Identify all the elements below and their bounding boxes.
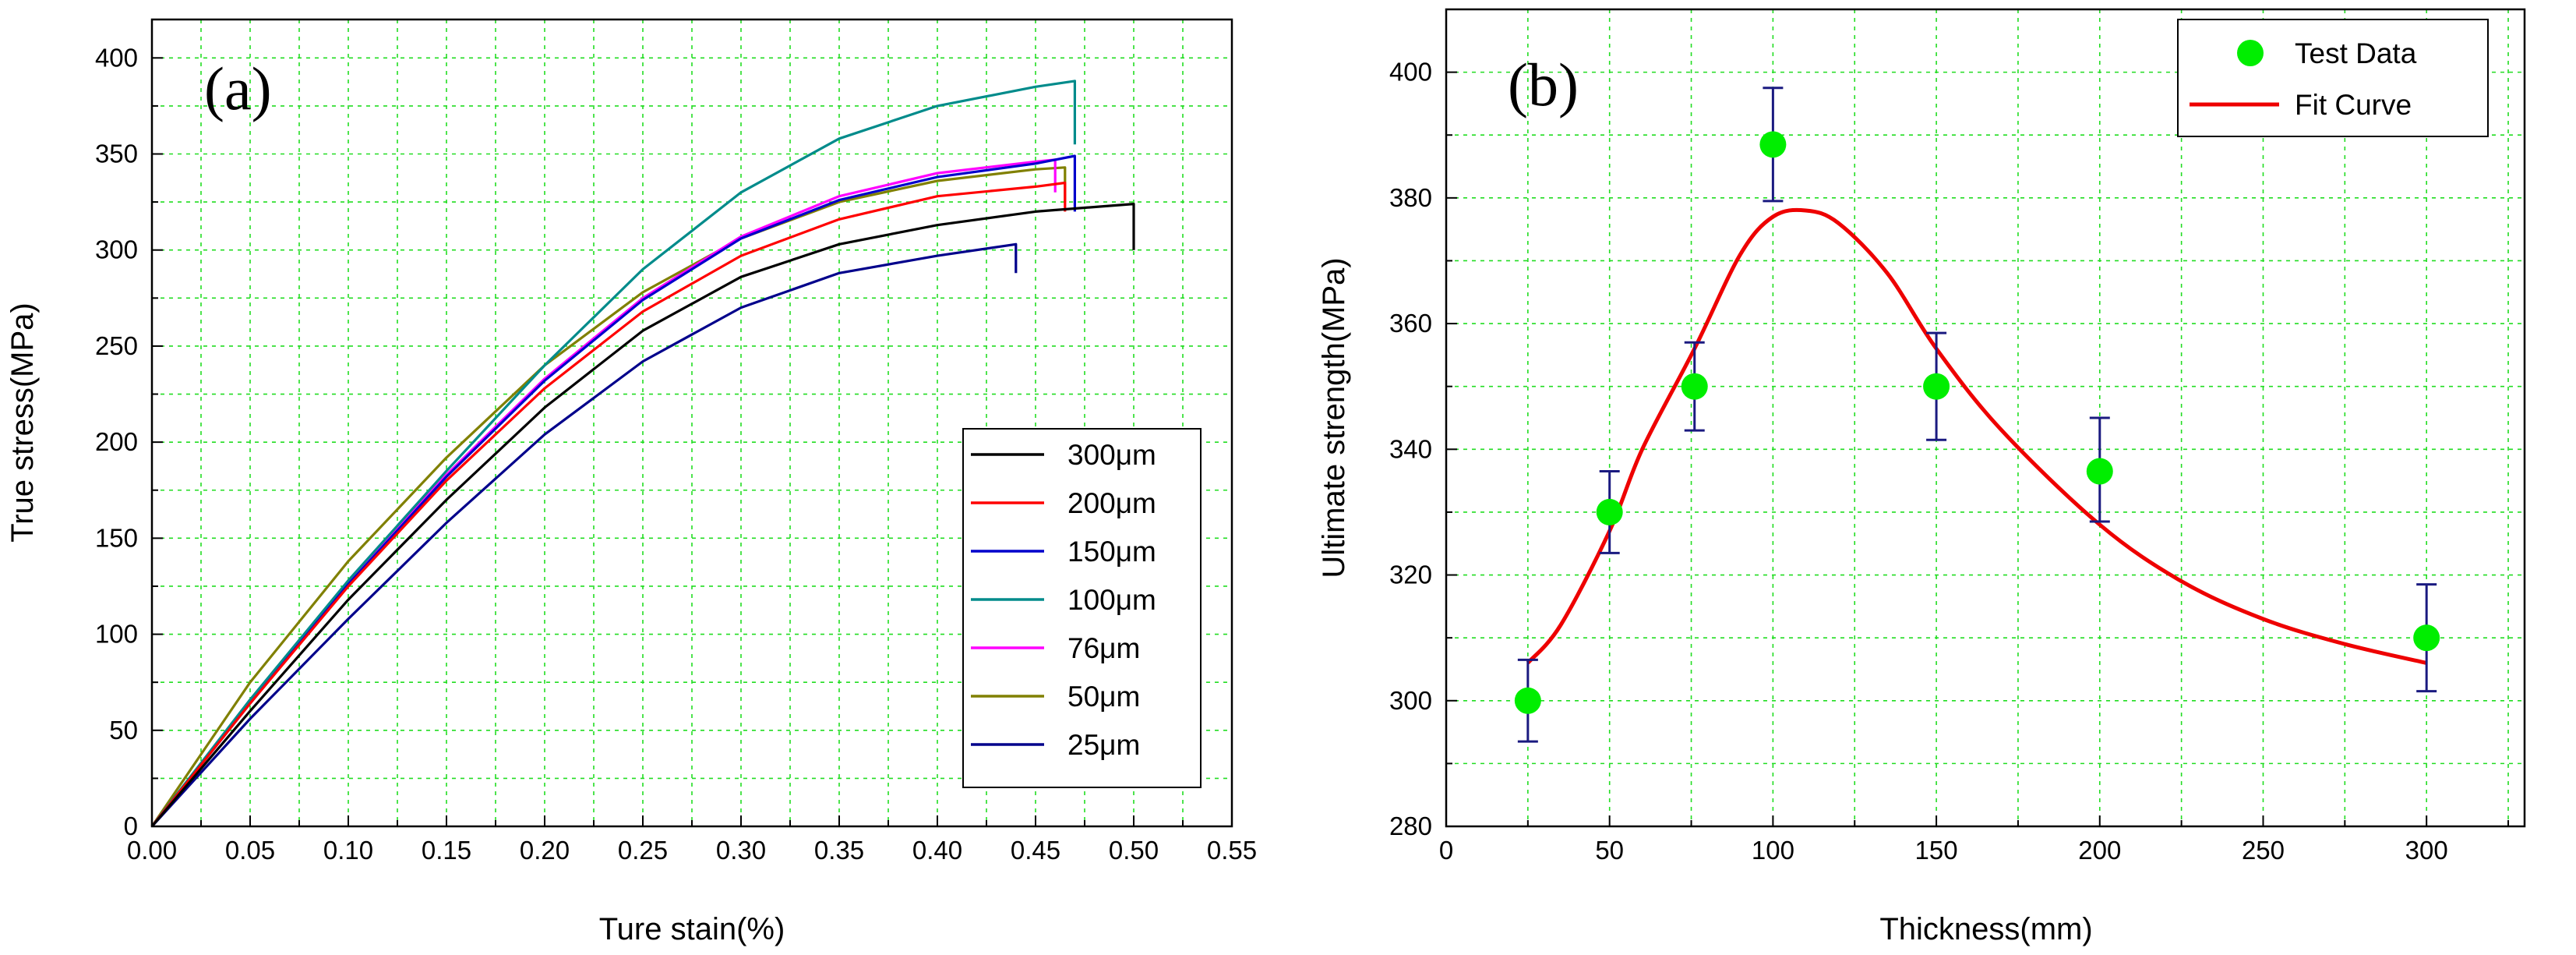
legend-100um-label: 100μm	[1067, 584, 1156, 616]
panel-a-label: (a)	[204, 55, 272, 122]
panel-a-series	[150, 80, 1135, 828]
series-200um-line	[150, 181, 1067, 827]
panel-a-xtick-label: 0.45	[1011, 836, 1060, 865]
panel-a-legend-box	[962, 428, 1202, 788]
panel-a-xtick-label: 0.25	[618, 836, 668, 865]
panel-a-xtick-label: 0.30	[716, 836, 766, 865]
legend-150um-label: 150μm	[1067, 536, 1156, 568]
panel-b-xtick-label: 250	[2242, 836, 2285, 865]
panel-b-ytick-label: 380	[1389, 183, 1432, 212]
panel-a-ylabel: True stress(MPa)	[5, 302, 40, 542]
data-point	[1681, 373, 1708, 400]
panel-b-legend: Test Data Fit Curve	[2177, 19, 2489, 137]
panel-b-ytick-label: 300	[1389, 686, 1432, 715]
panel-a-ticks: 0.00 0.05 0.10 0.15 0.20 0.25 0.30 0.35 0.40 0.45…	[95, 43, 1257, 865]
panel-a-ytick-label: 300	[95, 235, 138, 264]
panel-b-fit	[1526, 207, 2427, 665]
data-point	[2413, 624, 2440, 652]
panel-a-xtick-label: 0.20	[520, 836, 570, 865]
legend-test-data-marker	[2237, 40, 2264, 66]
panel-a-ytick-label: 50	[109, 716, 138, 745]
panel-a-legend: 300μm 200μm 150μm 100μm 76μm 50μm 25μm	[962, 428, 1202, 788]
legend-300um-label: 300μm	[1067, 439, 1156, 471]
legend-50um-label: 50μm	[1067, 681, 1140, 713]
panel-a-xtick-label: 0.35	[814, 836, 864, 865]
panel-b-xtick-label: 150	[1915, 836, 1958, 865]
panel-b-xtick-label: 50	[1595, 836, 1624, 865]
panel-b-ytick-label: 280	[1389, 812, 1432, 840]
panel-a-xlabel: Ture stain(%)	[599, 912, 785, 946]
series-25um-line	[150, 242, 1018, 828]
legend-200um-label: 200μm	[1067, 487, 1156, 519]
panel-b-ytick-label: 340	[1389, 434, 1432, 463]
data-point	[1759, 131, 1787, 158]
panel-a-ytick-label: 0	[124, 812, 138, 840]
panel-a-xtick-label: 0.40	[912, 836, 962, 865]
panel-b-xtick-label: 200	[2078, 836, 2121, 865]
legend-25um-label: 25μm	[1067, 729, 1140, 761]
panel-b-ylabel: Ultimate strength(MPa)	[1317, 257, 1351, 578]
panel-a-ytick-label: 200	[95, 427, 138, 456]
panel-a-ytick-label: 150	[95, 523, 138, 552]
series-100um-line	[150, 80, 1076, 827]
legend-test-data-label: Test Data	[2295, 37, 2417, 69]
panel-b-xlabel: Thickness(mm)	[1879, 912, 2092, 946]
panel-b-xtick-label: 100	[1752, 836, 1794, 865]
legend-76um-label: 76μm	[1067, 632, 1140, 664]
fit-curve-line	[1526, 207, 2427, 665]
panel-b-xtick-label: 0	[1439, 836, 1453, 865]
panel-a-chart: 0.00 0.05 0.10 0.15 0.20 0.25 0.30 0.35 0.40 0.45…	[5, 18, 1257, 946]
series-50um-line	[150, 166, 1067, 827]
panel-b-chart: 0 50 100 150 200 250 300280300320340360380400 …	[1317, 8, 2526, 946]
data-point	[1596, 498, 1623, 525]
panel-b-frame	[1445, 8, 2526, 828]
panel-b-points	[1514, 87, 2440, 743]
panel-b-ytick-label: 400	[1389, 58, 1432, 87]
panel-a-xtick-label: 0.55	[1207, 836, 1257, 865]
panel-a-ytick-label: 100	[95, 620, 138, 649]
panel-b-xtick-label: 300	[2405, 836, 2448, 865]
data-point	[1923, 373, 1950, 400]
panel-a-xtick-label: 0.15	[422, 836, 471, 865]
panel-b-ytick-label: 360	[1389, 309, 1432, 338]
panel-b-label: (b)	[1508, 51, 1579, 118]
panel-b-ytick-label: 320	[1389, 561, 1432, 589]
panel-a-ytick-label: 350	[95, 140, 138, 168]
data-point	[2086, 458, 2113, 485]
series-300um-line	[150, 203, 1135, 828]
panel-a-ytick-label: 250	[95, 331, 138, 360]
data-point	[1514, 687, 1541, 714]
panel-a-xtick-label: 0.50	[1109, 836, 1159, 865]
panel-b-legend-box	[2177, 19, 2489, 137]
legend-fit-curve-label: Fit Curve	[2295, 89, 2412, 121]
panel-a-xtick-label: 0.05	[225, 836, 275, 865]
panel-b-ticks: 0 50 100 150 200 250 300 280 300 320 340 360 380 400	[1389, 9, 2510, 865]
panel-a-ytick-label: 400	[95, 43, 138, 72]
panel-a-xtick-label: 0.00	[127, 836, 177, 865]
panel-a-xtick-label: 0.10	[323, 836, 373, 865]
